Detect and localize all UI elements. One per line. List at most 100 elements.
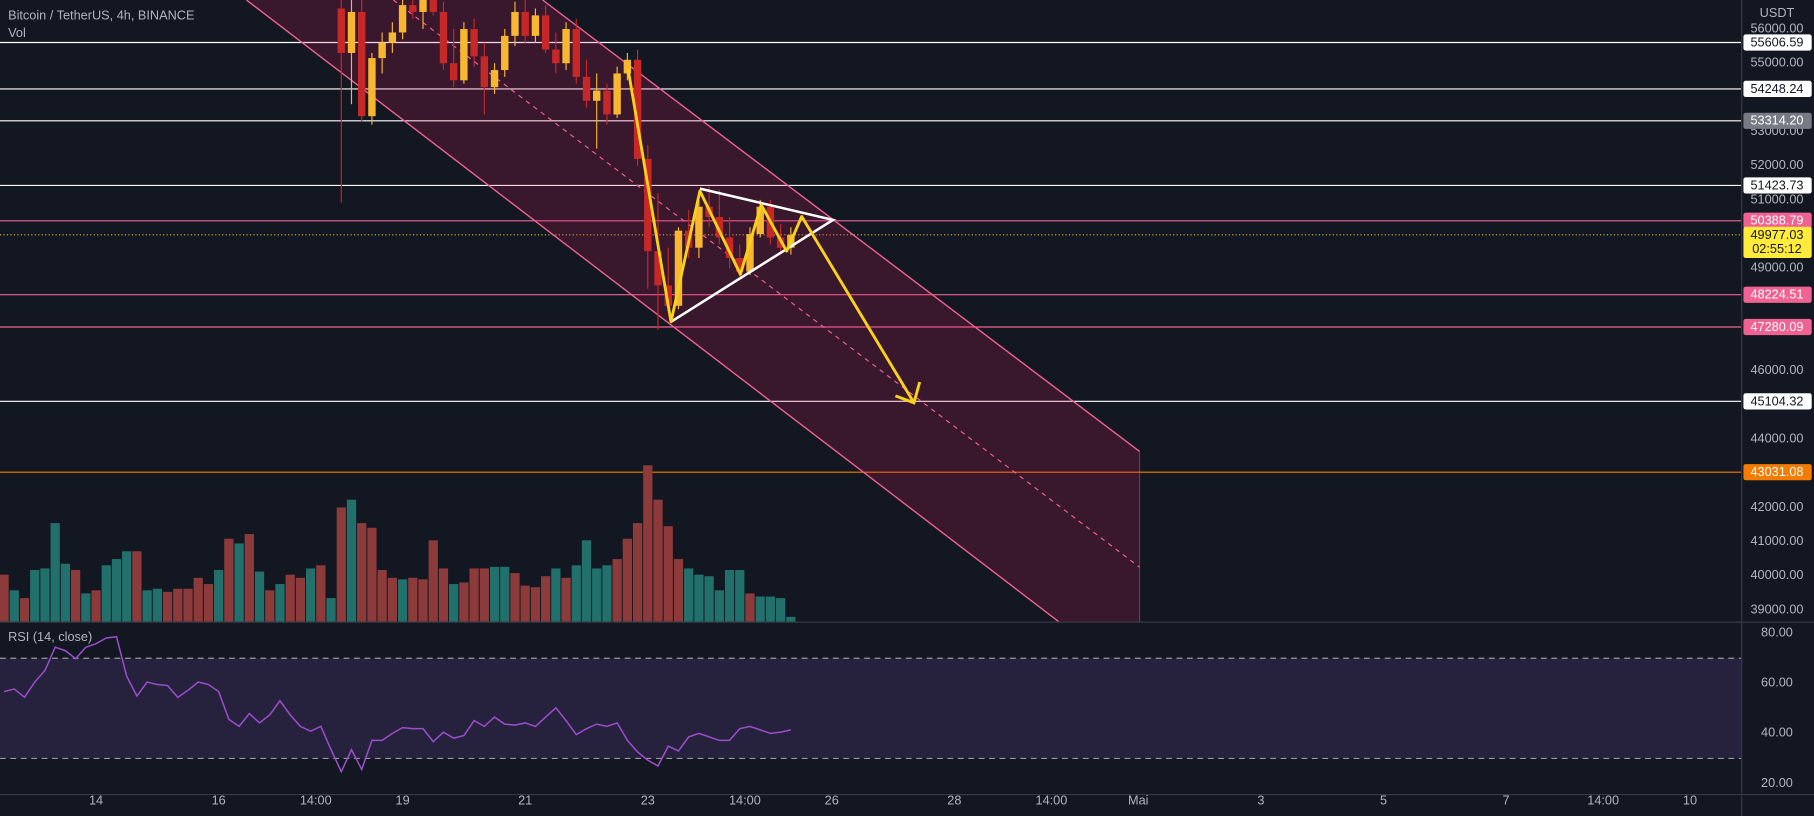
volume-bar: [530, 587, 541, 622]
rsi-tick-label: 40.00: [1761, 725, 1793, 740]
time-tick-label: 14: [89, 792, 103, 807]
volume-bar: [397, 579, 408, 622]
price-level-label: 45104.32: [1750, 393, 1803, 408]
projection-arrowhead: [894, 381, 922, 405]
price-level-tag: [1743, 318, 1812, 336]
candle-body: [736, 257, 744, 272]
time-tick-label: 14:00: [1036, 792, 1068, 807]
volume-bar: [132, 551, 142, 622]
candle-body: [582, 76, 591, 101]
time-tick-label: Mai: [1128, 792, 1148, 807]
price-level-tag: [1743, 286, 1812, 303]
price-tick-label: 41000.00: [1750, 533, 1803, 548]
volume-bar: [0, 574, 9, 622]
volume-bar: [387, 577, 397, 622]
price-level-label: 51423.73: [1750, 177, 1803, 192]
level-labels: 55606.59 54248.24 53314.20 51423.73 50388.79…: [1743, 34, 1812, 481]
price-level-label: 55606.59: [1750, 34, 1803, 49]
price-tick-label: 49000.00: [1750, 260, 1803, 275]
volume-bar: [581, 540, 592, 622]
rsi-title: RSI (14, close): [8, 629, 92, 644]
volume-bar: [673, 559, 684, 622]
volume-bar: [612, 559, 622, 622]
volume-bar: [602, 565, 612, 622]
volume-bar: [30, 569, 40, 622]
rsi-tick-label: 80.00: [1761, 625, 1793, 640]
volume-bar: [295, 577, 306, 622]
volume-bar: [714, 590, 724, 622]
volume-bar: [234, 543, 244, 622]
volume-bar: [50, 523, 60, 622]
volume-bar: [684, 568, 694, 622]
volume-bar: [81, 593, 91, 622]
rsi-line: [3, 635, 792, 774]
channel-lower: [245, 0, 1059, 622]
volume-bar: [438, 568, 449, 622]
volume-bar: [418, 579, 428, 622]
price-tick-label: 56000.00: [1750, 20, 1803, 35]
rsi-group: 80.00 60.00 40.00 20.00: [0, 625, 1793, 790]
candle-body: [531, 15, 540, 36]
price-pane: [0, 0, 1742, 622]
time-tick-label: 14:00: [1587, 792, 1619, 807]
candle-body: [633, 59, 642, 159]
price-level-tag: [1743, 34, 1812, 51]
candle-body: [439, 11, 448, 64]
volume-bar: [786, 616, 796, 622]
volume-bar: [622, 538, 633, 622]
countdown-label: 02:55:12: [1752, 241, 1802, 256]
candle-body: [480, 56, 489, 88]
volume-bar: [724, 569, 735, 622]
volume-bar: [735, 569, 745, 622]
volume-bar: [173, 588, 183, 622]
candle-body: [572, 29, 580, 77]
candle-body: [490, 70, 499, 88]
volume-bar: [101, 565, 111, 622]
price-tick-label: 55000.00: [1750, 55, 1803, 70]
price-level-label: 43031.08: [1750, 464, 1803, 479]
candle-body: [664, 285, 672, 306]
volume-bar: [224, 538, 234, 622]
last-price-tag: [1743, 226, 1812, 258]
volume-bar: [214, 569, 224, 622]
candle-body: [337, 8, 345, 53]
rsi-tick-label: 20.00: [1761, 775, 1793, 790]
price-level-label: 53314.20: [1750, 113, 1803, 128]
volume-bar: [469, 568, 479, 622]
volume-bar: [275, 584, 285, 622]
candle-body: [593, 90, 601, 101]
candle-body: [501, 35, 509, 71]
candle-body: [552, 49, 560, 64]
volume-bar: [745, 593, 755, 622]
volume-bar: [285, 574, 295, 622]
rsi-band: [0, 658, 1742, 759]
volume-bar: [663, 526, 673, 622]
volume-bar: [643, 465, 653, 622]
price-level-label: 50388.79: [1750, 213, 1803, 228]
time-tick-label: 28: [947, 792, 961, 807]
volume-bar: [377, 569, 387, 622]
symbol-title: Bitcoin / TetherUS, 4h, BINANCE: [8, 8, 194, 23]
volume-bar: [449, 584, 459, 622]
volume-bar: [244, 534, 254, 622]
time-tick-label: 10: [1683, 792, 1697, 807]
time-tick-label: 26: [825, 792, 839, 807]
volume-bars: [0, 465, 796, 622]
volume-bar: [111, 559, 122, 622]
candle-body: [674, 230, 683, 306]
volume-bar: [40, 568, 50, 622]
candle-body: [368, 58, 376, 117]
candle-body: [756, 206, 764, 235]
price-level-tag: [1743, 177, 1812, 194]
volume-bar: [152, 588, 162, 622]
price-level-tag: [1743, 112, 1812, 129]
volume-bar: [694, 574, 704, 622]
price-level-label: 48224.51: [1750, 287, 1803, 302]
time-tick-label: 14:00: [729, 792, 761, 807]
candle-body: [429, 0, 437, 12]
volume-bar: [346, 499, 357, 622]
volume-bar: [254, 571, 265, 622]
candle-body: [470, 29, 478, 57]
candle-body: [746, 234, 754, 272]
